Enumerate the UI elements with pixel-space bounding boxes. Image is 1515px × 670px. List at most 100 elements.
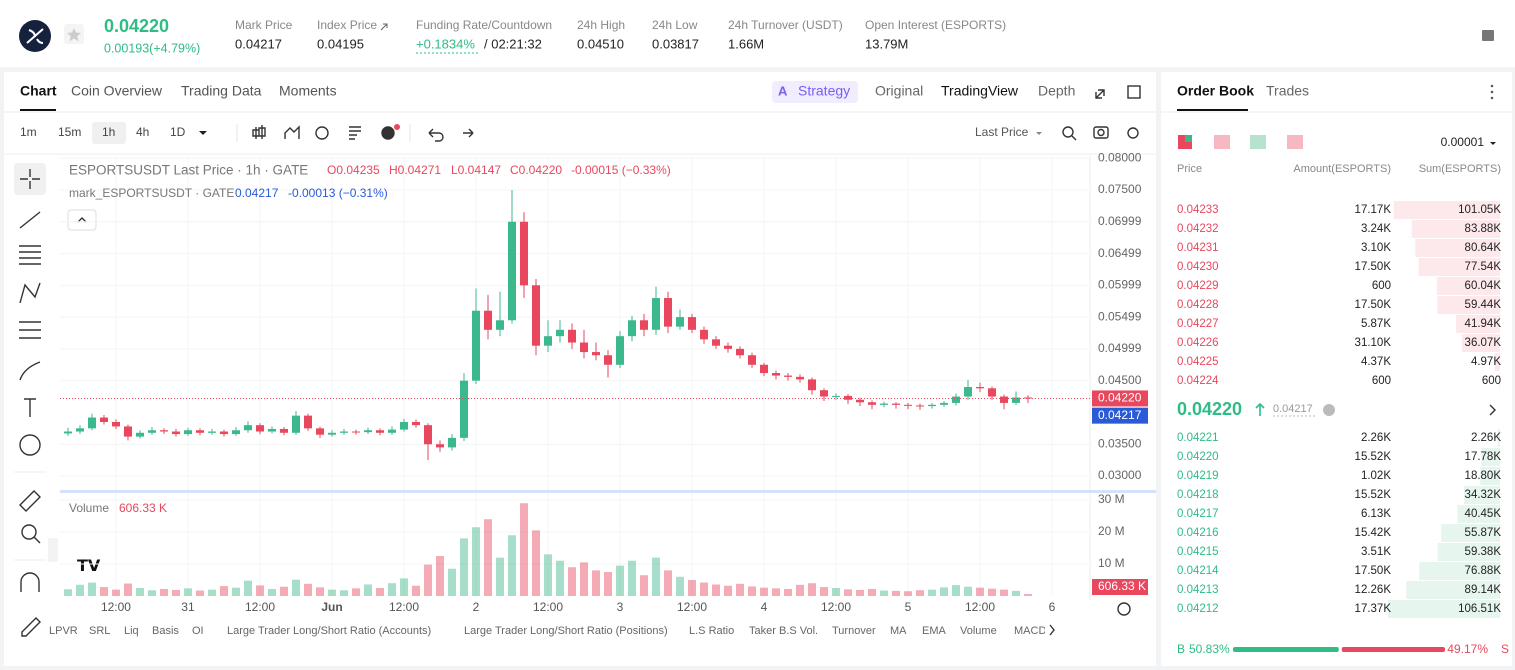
book-price[interactable]: 0.04221	[1177, 432, 1219, 444]
legend-title: Volume	[69, 501, 109, 515]
indicator[interactable]: EMA	[922, 625, 947, 637]
tool-active[interactable]	[14, 163, 46, 195]
book-price[interactable]: 0.04219	[1177, 470, 1219, 482]
column-header: Price	[1177, 163, 1202, 175]
book-amount: 2.26K	[1361, 432, 1391, 444]
x-tick-label: 31	[181, 600, 195, 614]
indicator[interactable]: Large Trader Long/Short Ratio (Positions…	[464, 625, 668, 637]
indicator[interactable]: Large Trader Long/Short Ratio (Accounts)	[227, 625, 431, 637]
book-price[interactable]: 0.04227	[1177, 318, 1219, 330]
book-price[interactable]: 0.04216	[1177, 527, 1219, 539]
book-sum: 59.38K	[1465, 546, 1502, 558]
tab[interactable]: Trades	[1266, 83, 1309, 99]
strategy-pill[interactable]	[772, 81, 858, 103]
precision[interactable]: 0.00001	[1441, 135, 1485, 149]
interval[interactable]: 15m	[58, 125, 81, 139]
book-price[interactable]: 0.04226	[1177, 337, 1219, 349]
settings-icon[interactable]	[1117, 602, 1131, 616]
candle-body	[1012, 397, 1021, 403]
indicator[interactable]: Volume	[960, 625, 997, 637]
info-icon	[1323, 404, 1335, 416]
indicator[interactable]: SRL	[89, 625, 110, 637]
indicator[interactable]: L.S Ratio	[689, 625, 734, 637]
candle-body	[435, 444, 444, 448]
drawing-tools[interactable]	[19, 169, 41, 637]
view-tab[interactable]: Original	[875, 83, 923, 99]
candle-body	[195, 430, 204, 433]
tab[interactable]: Coin Overview	[71, 83, 163, 99]
dropdown-icon[interactable]	[199, 131, 207, 135]
book-mode-icon[interactable]	[1287, 135, 1303, 149]
collapse-button[interactable]	[67, 209, 97, 231]
side-tab[interactable]	[48, 538, 58, 562]
candle-body	[339, 431, 348, 433]
expand-icon[interactable]	[1095, 89, 1105, 99]
book-amount: 4.37K	[1361, 356, 1391, 368]
book-price[interactable]: 0.04225	[1177, 356, 1219, 368]
view-tab[interactable]: Depth	[1038, 83, 1075, 99]
depth-bar	[1415, 239, 1500, 257]
scroll-arrow[interactable]	[1049, 624, 1055, 636]
book-price[interactable]: 0.04232	[1177, 223, 1219, 235]
book-price[interactable]: 0.04230	[1177, 261, 1219, 273]
window-icon[interactable]	[1127, 85, 1141, 99]
book-sum: 40.45K	[1465, 508, 1502, 520]
view-tab[interactable]: Strategy	[798, 83, 850, 99]
book-price[interactable]: 0.04224	[1177, 375, 1219, 387]
toolbar-icons[interactable]	[252, 125, 1139, 142]
tab[interactable]: Moments	[279, 83, 337, 99]
indicator[interactable]: Turnover	[832, 625, 876, 637]
stat-label: 24h Low	[652, 18, 698, 32]
chevron[interactable]	[1489, 404, 1496, 416]
depth-bar	[1480, 467, 1500, 485]
depth-bar	[1441, 524, 1500, 542]
interval[interactable]: 1m	[20, 125, 37, 139]
book-price[interactable]: 0.04215	[1177, 546, 1219, 558]
candle-body	[1024, 397, 1033, 399]
book-price[interactable]: 0.04217	[1177, 508, 1219, 520]
view-tab[interactable]: TradingView	[941, 83, 1019, 99]
indicator[interactable]: MA	[890, 625, 907, 637]
price-source[interactable]: Last Price	[975, 125, 1029, 139]
dropdown-icon[interactable]	[1036, 132, 1042, 135]
indicator[interactable]: OI	[192, 625, 204, 637]
book-mode-icon[interactable]	[1250, 135, 1266, 149]
book-price[interactable]: 0.04214	[1177, 565, 1219, 577]
interval[interactable]: 4h	[136, 125, 149, 139]
depth-bar	[1494, 353, 1500, 371]
x-tick-label: 12:00	[389, 600, 419, 614]
interval[interactable]: 1h	[102, 125, 115, 139]
depth-bar	[1497, 429, 1500, 447]
interval[interactable]: 1D	[170, 125, 186, 139]
interval-active	[92, 122, 126, 144]
candle-body	[880, 403, 889, 405]
indicator[interactable]: Basis	[152, 625, 179, 637]
book-icon[interactable]	[1482, 30, 1494, 41]
dropdown-icon[interactable]	[1490, 142, 1496, 145]
y-tick-label: 0.04999	[1098, 341, 1142, 355]
book-mode-icon[interactable]	[1214, 135, 1230, 149]
book-price[interactable]: 0.04229	[1177, 280, 1219, 292]
candle-body	[423, 425, 432, 445]
indicator[interactable]: Liq	[124, 625, 139, 637]
tab[interactable]: Order Book	[1177, 83, 1254, 99]
book-price[interactable]: 0.04231	[1177, 242, 1219, 254]
indicator[interactable]: Taker B.S Vol.	[749, 625, 818, 637]
volume-badge	[1092, 579, 1148, 595]
tab[interactable]: Trading Data	[181, 83, 262, 99]
book-price[interactable]: 0.04213	[1177, 584, 1219, 596]
book-price[interactable]: 0.04218	[1177, 489, 1219, 501]
book-price[interactable]: 0.04228	[1177, 299, 1219, 311]
y-tick-label: 30 M	[1098, 492, 1125, 506]
book-price[interactable]: 0.04220	[1177, 451, 1219, 463]
candle-body	[315, 428, 324, 435]
book-price[interactable]: 0.04212	[1177, 603, 1219, 615]
book-price[interactable]: 0.04233	[1177, 204, 1219, 216]
candle-body	[904, 404, 913, 406]
indicator[interactable]: MACD	[1014, 625, 1046, 637]
y-tick-label: 0.06499	[1098, 246, 1142, 260]
legend-value: 606.33 K	[119, 501, 167, 515]
stat-label: Open Interest (ESPORTS)	[865, 18, 1006, 32]
indicator[interactable]: LPVR	[49, 625, 78, 637]
tab[interactable]: Chart	[20, 83, 57, 99]
